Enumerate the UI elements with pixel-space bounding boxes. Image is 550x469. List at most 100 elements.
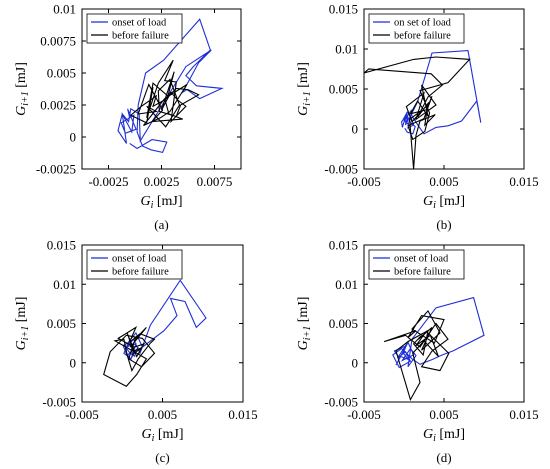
panel-d: -0.005 0.005 0.015 -0.005 0 0.005 0.01 0.015 Gi … <box>296 238 539 466</box>
y-tick-label: 0 <box>70 130 77 145</box>
x-axis-label-main: G <box>423 427 433 442</box>
legend: onset of load before failure <box>86 249 183 280</box>
legend-label-onset: onset of load <box>394 254 449 265</box>
panel-c: -0.005 0.005 0.015 -0.005 0 0.005 0.01 0.015 Gi … <box>14 238 258 466</box>
panel-label: (a) <box>154 217 168 232</box>
y-axis-label-main: G <box>296 106 311 116</box>
legend-label-onset: onset of load <box>112 18 167 29</box>
y-tick-label: 0 <box>70 355 77 370</box>
plot-area <box>117 18 224 154</box>
y-tick-label: 0.01 <box>53 2 76 17</box>
panel-label: (d) <box>436 450 451 465</box>
x-axis-label-main: G <box>141 427 151 442</box>
y-tick-label: 0.015 <box>329 2 358 17</box>
x-tick-label: 0.005 <box>429 407 458 422</box>
y-tick-label: 0.005 <box>47 66 76 81</box>
y-tick-label: 0.01 <box>335 42 358 57</box>
x-axis-label: Gi [mJ] <box>423 427 465 444</box>
y-axis-label-unit: [mJ] <box>296 62 311 91</box>
y-tick-label: -0.005 <box>42 395 76 410</box>
y-tick-label: 0 <box>352 122 359 137</box>
x-tick-label: 0.005 <box>148 407 177 422</box>
y-axis-label-sub: i+1 <box>302 91 313 106</box>
legend: onset of load before failure <box>86 13 183 44</box>
y-axis-label: Gi+1 [mJ] <box>296 297 313 351</box>
legend-label-before-failure: before failure <box>394 267 451 278</box>
y-axis-label-unit: [mJ] <box>296 297 311 326</box>
x-axis-label-sub: i <box>152 433 155 444</box>
series-onset-line <box>401 50 482 135</box>
y-axis-label: Gi+1 [mJ] <box>14 62 31 116</box>
panel-b: -0.005 0.005 0.015 -0.005 0 0.005 0.01 0.015 Gi … <box>296 2 539 233</box>
y-axis-label-main: G <box>296 340 311 350</box>
x-tick-label: -0.005 <box>347 407 381 422</box>
y-axis-label-unit: [mJ] <box>14 62 29 91</box>
y-axis-label: Gi+1 [mJ] <box>296 62 313 116</box>
x-tick-label: 0.015 <box>509 407 538 422</box>
y-tick-label: -0.005 <box>324 162 358 177</box>
legend-label-onset: onset of load <box>112 254 167 265</box>
series-before-failure-line <box>103 326 156 387</box>
x-axis-label: Gi [mJ] <box>423 194 465 211</box>
y-tick-label: 0.01 <box>53 277 76 292</box>
y-tick-label: 0.015 <box>47 238 76 253</box>
legend-box <box>368 13 465 44</box>
plot-area <box>383 296 485 402</box>
series-before-failure-line <box>129 59 200 128</box>
x-tick-label: 0.0025 <box>144 174 180 189</box>
x-axis-label-sub: i <box>433 433 436 444</box>
x-axis-label-sub: i <box>151 200 154 211</box>
y-axis-label-main: G <box>14 106 29 116</box>
legend-box <box>368 249 465 280</box>
x-tick-label: -0.005 <box>347 174 381 189</box>
series-before-failure-line <box>383 309 450 402</box>
x-axis-label-main: G <box>140 194 150 209</box>
y-tick-label: 0.005 <box>329 316 358 331</box>
series-onset-line <box>117 18 224 154</box>
y-tick-label: 0 <box>352 355 359 370</box>
panel-label: (c) <box>155 450 169 465</box>
x-tick-label: 0.015 <box>509 174 538 189</box>
x-tick-label: 0.005 <box>429 174 458 189</box>
legend-box <box>86 13 183 44</box>
y-tick-label: 0.005 <box>329 82 358 97</box>
y-tick-label: 0.01 <box>335 277 358 292</box>
x-axis-label-unit: [mJ] <box>154 427 183 442</box>
legend-label-before-failure: before failure <box>112 267 169 278</box>
y-tick-label: -0.0025 <box>36 162 76 177</box>
legend-label-before-failure: before failure <box>394 31 451 42</box>
y-tick-label: 0.005 <box>47 316 76 331</box>
series-before-failure-line <box>364 56 471 169</box>
x-tick-label: 0.0075 <box>197 174 233 189</box>
y-axis-label-main: G <box>14 340 29 350</box>
x-axis-label: Gi [mJ] <box>140 194 182 211</box>
legend: on set of load before failure <box>368 13 465 44</box>
x-axis-label-unit: [mJ] <box>153 194 182 209</box>
x-axis-label: Gi [mJ] <box>141 427 183 444</box>
y-tick-label: 0.0025 <box>40 98 76 113</box>
x-axis-label-main: G <box>423 194 433 209</box>
series-onset-line <box>392 296 485 369</box>
plot-area <box>103 279 207 387</box>
x-axis-label-unit: [mJ] <box>436 427 465 442</box>
legend: onset of load before failure <box>368 249 465 280</box>
x-tick-label: -0.005 <box>65 407 99 422</box>
legend-label-onset: on set of load <box>394 18 452 29</box>
y-tick-label: 0.015 <box>329 238 358 253</box>
x-axis-label-sub: i <box>433 200 436 211</box>
y-axis-label: Gi+1 [mJ] <box>14 297 31 351</box>
legend-label-before-failure: before failure <box>112 31 169 42</box>
x-tick-label: 0.015 <box>228 407 257 422</box>
legend-box <box>86 249 183 280</box>
y-axis-label-sub: i+1 <box>20 91 31 106</box>
y-axis-label-sub: i+1 <box>302 326 313 341</box>
x-axis-label-unit: [mJ] <box>436 194 465 209</box>
y-axis-label-sub: i+1 <box>20 326 31 341</box>
panel-label: (b) <box>436 217 451 232</box>
y-axis-label-unit: [mJ] <box>14 297 29 326</box>
y-tick-label: -0.005 <box>324 395 358 410</box>
y-tick-label: 0.0075 <box>40 34 76 49</box>
panel-a: -0.0025 0.0025 0.0075 -0.0025 0 0.0025 0.005 0.… <box>14 2 242 232</box>
